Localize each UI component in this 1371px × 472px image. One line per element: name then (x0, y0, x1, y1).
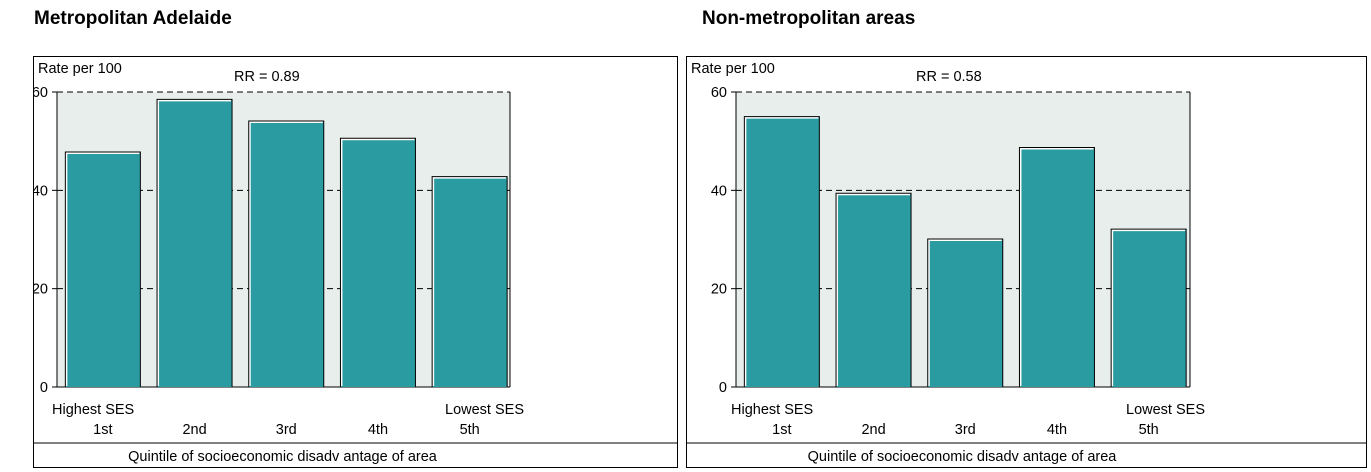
x-tick-label: 3rd (955, 422, 976, 438)
y-tick-label: 0 (40, 380, 48, 396)
y-tick-label: 40 (34, 183, 48, 199)
bar-1st (65, 151, 141, 387)
x-tick-label: 5th (1139, 422, 1159, 438)
bar-3rd (927, 239, 1003, 387)
bar-highlight (248, 121, 323, 386)
y-axis-label: Rate per 100 (691, 61, 775, 77)
chart-title-nonmetro: Non-metropolitan areas (702, 8, 916, 29)
bar-outline (248, 120, 325, 387)
bar-highlight (340, 138, 415, 386)
chart-panel-metro: 0 20 40 60 1st 2nd 3rd 4th 5th Rate per 100 RR = 0… (32, 56, 678, 468)
rr-annotation: RR = 0.58 (916, 69, 982, 85)
bar-highlight (744, 116, 819, 386)
bar-outline (431, 176, 508, 387)
bar-highlight (1111, 229, 1186, 386)
x-tick-label: 3rd (276, 422, 297, 438)
bar-highlight (836, 193, 911, 386)
y-tick-label: 20 (34, 282, 48, 298)
bar-highlight (65, 151, 140, 386)
y-tick-label: 0 (719, 380, 727, 396)
bar-outline (1018, 147, 1095, 387)
y-tick-label: 60 (34, 85, 48, 101)
bar-1st (744, 116, 820, 388)
bar-highlight (432, 176, 507, 386)
bar-highlight (157, 99, 232, 386)
y-tick-label: 20 (711, 282, 727, 298)
bar-2nd (157, 99, 233, 387)
bar-outline (156, 98, 233, 387)
bar-5th (432, 176, 508, 387)
bar-outline (64, 151, 141, 387)
chart-svg-metro: 0 20 40 60 1st 2nd 3rd 4th 5th Rate per 100 RR = 0… (32, 61, 677, 465)
bar-outline (835, 192, 912, 387)
bar-outline (927, 238, 1004, 387)
x-tick-label: 2nd (861, 422, 885, 438)
x-tick-label: 5th (460, 422, 480, 438)
y-tick-label: 60 (711, 85, 727, 101)
bar-outline (743, 116, 820, 387)
x-tick-label: 1st (772, 422, 791, 438)
x-tick-label: 4th (368, 422, 388, 438)
bar-5th (1111, 229, 1187, 387)
x-tick-label: 1st (93, 422, 112, 438)
bar-2nd (836, 193, 912, 387)
bar-highlight (1019, 147, 1094, 386)
lowest-ses-label: Lowest SES (445, 402, 524, 418)
y-axis-label: Rate per 100 (38, 61, 122, 77)
x-tick-label: 2nd (182, 422, 206, 438)
chart-title-metro: Metropolitan Adelaide (34, 8, 232, 29)
x-tick-label: 4th (1047, 422, 1067, 438)
highest-ses-label: Highest SES (731, 402, 813, 418)
chart-panel-nonmetro: 0 20 40 60 1st 2nd 3rd 4th 5th Rate per 100 RR = 0… (686, 56, 1367, 468)
bar-4th (340, 138, 416, 387)
highest-ses-label: Highest SES (52, 402, 134, 418)
rr-annotation: RR = 0.89 (234, 69, 300, 85)
bar-highlight (927, 239, 1002, 386)
x-axis-label: Quintile of socioeconomic disadv antage … (128, 449, 438, 465)
bar-3rd (248, 121, 324, 387)
x-axis-label: Quintile of socioeconomic disadv antage … (808, 449, 1118, 465)
bar-outline (1110, 228, 1187, 387)
y-tick-label: 40 (711, 183, 727, 199)
bar-outline (339, 137, 416, 387)
lowest-ses-label: Lowest SES (1126, 402, 1205, 418)
bar-4th (1019, 147, 1095, 387)
chart-svg-nonmetro: 0 20 40 60 1st 2nd 3rd 4th 5th Rate per 100 RR = 0… (687, 61, 1366, 465)
